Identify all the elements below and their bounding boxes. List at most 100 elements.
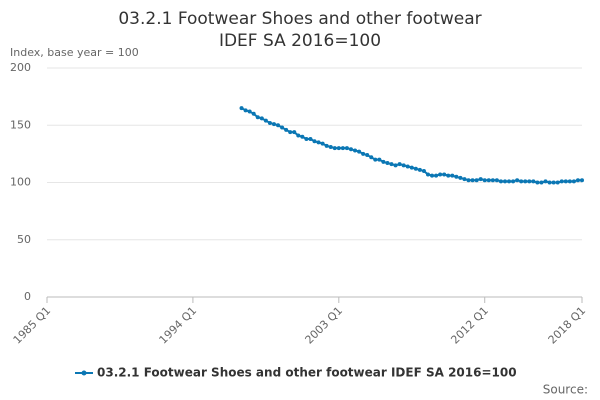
point (547, 180, 552, 185)
point (361, 151, 366, 156)
x-tick-label: 1994 Q1 (157, 304, 200, 347)
point (417, 167, 422, 172)
point (316, 140, 321, 145)
point (442, 172, 447, 177)
point (389, 162, 394, 167)
x-tick-label: 1985 Q1 (11, 304, 54, 347)
point (300, 134, 305, 139)
point (393, 163, 398, 168)
point (280, 125, 285, 130)
point (308, 136, 313, 141)
point (563, 179, 568, 184)
point (462, 177, 467, 182)
point (425, 172, 430, 177)
point (567, 179, 572, 184)
point (401, 163, 406, 168)
point (336, 146, 341, 151)
point (353, 148, 358, 153)
legend-marker (81, 370, 87, 376)
point (304, 136, 309, 141)
y-tick-label: 200 (10, 61, 31, 74)
point (580, 178, 584, 183)
point (255, 115, 260, 120)
point (292, 130, 297, 135)
point (430, 173, 435, 178)
point (515, 178, 520, 183)
point (466, 178, 471, 183)
y-tick-label: 100 (10, 176, 31, 189)
point (251, 111, 256, 116)
x-tick-label: 2003 Q1 (303, 304, 346, 347)
series-line (241, 107, 582, 184)
point (421, 169, 426, 174)
x-tick-label: 2012 Q1 (448, 304, 491, 347)
point (243, 108, 248, 113)
point (332, 146, 337, 151)
point (263, 118, 268, 123)
point (511, 179, 516, 184)
point (385, 161, 390, 166)
point (543, 179, 548, 184)
y-axis-label: Index, base year = 100 (10, 46, 139, 59)
point (344, 146, 349, 151)
point (405, 164, 410, 169)
point (348, 147, 353, 152)
point (575, 178, 580, 183)
point (571, 179, 576, 184)
point (519, 179, 524, 184)
point (409, 165, 414, 170)
point (373, 157, 378, 162)
point (498, 179, 503, 184)
x-tick-label: 2018 Q1 (546, 304, 589, 347)
point (365, 153, 370, 158)
point (454, 174, 459, 179)
source: Source: (543, 383, 588, 397)
point (559, 179, 564, 184)
point (271, 122, 276, 127)
point (438, 172, 443, 177)
point (502, 179, 507, 184)
point (288, 130, 293, 135)
chart-title: 03.2.1 Footwear Shoes and other footwear… (118, 9, 482, 51)
point (324, 143, 329, 148)
point (276, 123, 281, 128)
point (478, 177, 483, 182)
point (328, 145, 333, 150)
point (474, 178, 479, 183)
point (535, 180, 540, 185)
y-tick-label: 50 (17, 233, 31, 246)
point (446, 173, 451, 178)
legend-label: 03.2.1 Footwear Shoes and other footwear… (97, 366, 517, 380)
point (259, 116, 264, 121)
point (340, 146, 345, 151)
point (551, 180, 556, 185)
point (539, 180, 544, 185)
point (312, 139, 317, 144)
point (458, 175, 463, 180)
point (377, 157, 382, 162)
point (247, 109, 252, 114)
point (507, 179, 512, 184)
point (284, 127, 289, 132)
point (434, 173, 439, 178)
point (490, 178, 495, 183)
point (413, 166, 418, 171)
point (320, 141, 325, 146)
point (381, 159, 386, 164)
point (494, 178, 499, 183)
point (555, 180, 560, 185)
point (486, 178, 491, 183)
point (267, 120, 272, 125)
point (239, 106, 244, 111)
point (369, 155, 374, 160)
point (357, 149, 362, 154)
point (531, 179, 536, 184)
point (397, 162, 402, 167)
point (527, 179, 532, 184)
point (296, 133, 301, 138)
point (450, 173, 455, 178)
point (482, 178, 487, 183)
point (523, 179, 528, 184)
point (470, 178, 475, 183)
